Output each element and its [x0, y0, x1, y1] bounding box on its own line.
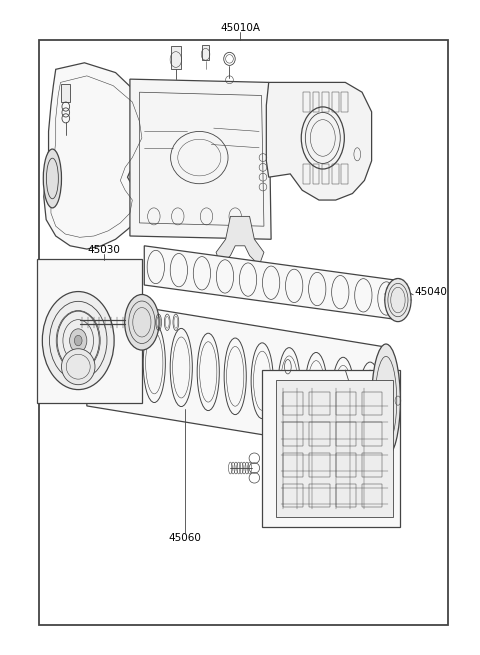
- Bar: [362, 453, 382, 477]
- Bar: [283, 453, 303, 477]
- Polygon shape: [266, 83, 372, 200]
- Polygon shape: [144, 246, 398, 320]
- Bar: [303, 92, 310, 112]
- Bar: [362, 422, 382, 446]
- Text: 45010A: 45010A: [220, 23, 260, 33]
- Circle shape: [74, 335, 82, 346]
- Bar: [283, 392, 303, 415]
- Bar: [283, 483, 303, 507]
- Ellipse shape: [43, 149, 61, 208]
- Circle shape: [42, 291, 114, 390]
- Bar: [170, 47, 181, 69]
- Bar: [303, 164, 310, 183]
- Bar: [332, 164, 338, 183]
- Polygon shape: [130, 79, 271, 239]
- Bar: [362, 483, 382, 507]
- Bar: [332, 92, 338, 112]
- Bar: [283, 422, 303, 446]
- Bar: [262, 370, 400, 527]
- Bar: [336, 422, 356, 446]
- Bar: [313, 92, 320, 112]
- Bar: [39, 40, 448, 625]
- Bar: [341, 164, 348, 183]
- Text: 45060: 45060: [168, 533, 202, 543]
- Bar: [313, 164, 320, 183]
- Ellipse shape: [61, 348, 95, 384]
- Bar: [310, 483, 329, 507]
- Polygon shape: [87, 298, 384, 455]
- Ellipse shape: [372, 344, 400, 457]
- Bar: [61, 84, 70, 102]
- Bar: [310, 453, 329, 477]
- Ellipse shape: [125, 295, 159, 350]
- Bar: [336, 392, 356, 415]
- Ellipse shape: [385, 278, 411, 322]
- Polygon shape: [216, 216, 264, 265]
- Bar: [362, 392, 382, 415]
- Bar: [341, 92, 348, 112]
- Text: 45040: 45040: [415, 286, 447, 297]
- Bar: [323, 92, 329, 112]
- Bar: [336, 483, 356, 507]
- Bar: [336, 453, 356, 477]
- Bar: [310, 422, 329, 446]
- Bar: [276, 380, 393, 517]
- Polygon shape: [44, 63, 154, 249]
- Bar: [323, 164, 329, 183]
- Bar: [310, 392, 329, 415]
- Bar: [36, 259, 142, 403]
- Bar: [202, 45, 209, 60]
- Text: 45050: 45050: [352, 384, 385, 394]
- Circle shape: [70, 329, 87, 352]
- Text: 45030: 45030: [87, 246, 120, 255]
